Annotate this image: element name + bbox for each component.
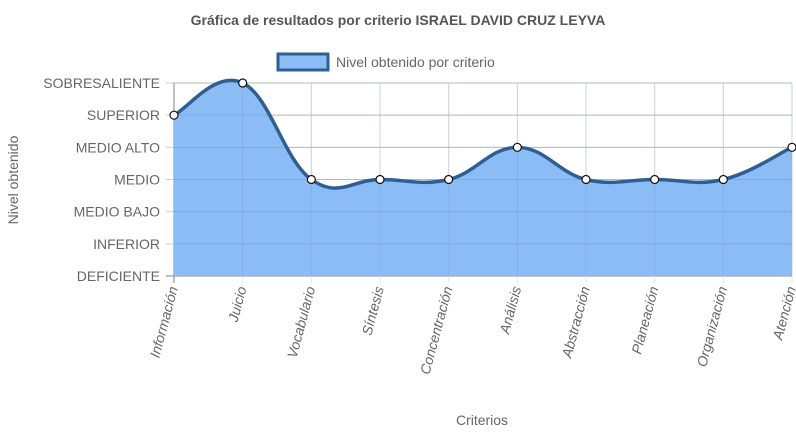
chart-title: Gráfica de resultados por criterio ISRAE… — [191, 12, 606, 28]
series-area-fill — [174, 80, 792, 276]
data-point — [512, 142, 522, 152]
y-tick-label: MEDIO — [114, 172, 160, 188]
y-tick-label: DEFICIENTE — [77, 268, 160, 284]
legend-swatch — [276, 52, 330, 72]
x-tick-label: Información — [147, 284, 181, 359]
data-point — [444, 174, 454, 185]
data-point — [718, 174, 728, 185]
series-line — [172, 78, 794, 190]
data-point — [581, 174, 591, 185]
x-tick-label: Concentración — [417, 284, 456, 376]
data-point — [238, 78, 248, 88]
x-tick-label: Abstracción — [558, 284, 593, 360]
data-point — [375, 174, 385, 185]
legend-label: Nivel obtenido por criterio — [336, 54, 495, 70]
x-tick-label: Análisis — [496, 285, 524, 337]
x-tick-label: Planeación — [628, 284, 661, 355]
x-tick-label: Síntesis — [359, 285, 387, 337]
x-axis-ticks: Información Juicio Vocabulario Síntesis Conc… — [147, 284, 796, 376]
y-tick-label: INFERIOR — [93, 236, 160, 252]
x-tick-label: Atención — [769, 284, 796, 342]
y-tick-label: SOBRESALIENTE — [43, 75, 160, 91]
data-area — [172, 78, 794, 276]
x-tick-label: Vocabulario — [284, 284, 319, 359]
y-tick-label: MEDIO ALTO — [76, 139, 160, 155]
data-point — [306, 174, 316, 185]
legend[interactable]: Nivel obtenido por criterio — [276, 52, 495, 72]
y-axis-label: Nivel obtenido — [5, 135, 21, 224]
data-point — [169, 110, 179, 120]
data-point — [650, 174, 660, 185]
y-tick-label: MEDIO BAJO — [74, 204, 160, 220]
x-tick-label: Juicio — [225, 284, 250, 324]
y-axis-ticks: DEFICIENTE INFERIOR MEDIO BAJO MEDIO MEDIO A… — [43, 75, 160, 284]
x-tick-label: Organización — [693, 284, 730, 368]
data-point — [787, 142, 796, 152]
data-points — [169, 78, 796, 185]
x-axis-label: Criterios — [456, 412, 508, 428]
y-tick-label: SUPERIOR — [87, 107, 160, 123]
